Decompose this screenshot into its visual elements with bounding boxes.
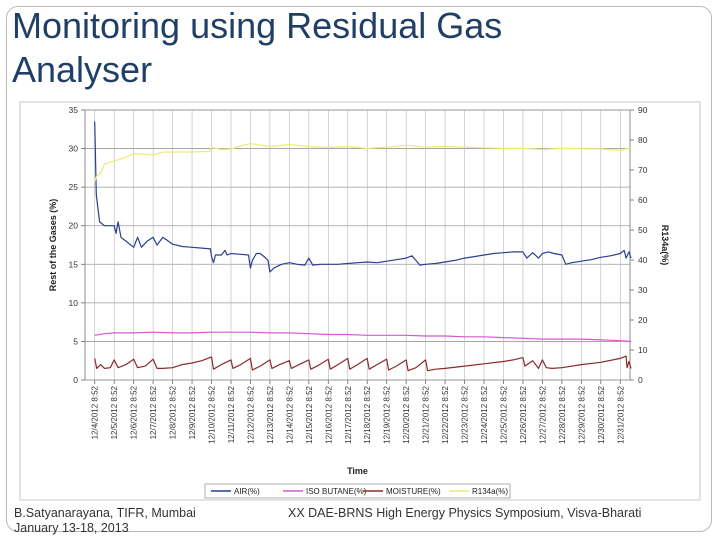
x-tick-label: 12/13/2012 8:52: [266, 385, 275, 443]
y2-axis-label: R134a(%): [660, 225, 670, 266]
y2-tick-label: 20: [638, 315, 648, 325]
series-line-moisture: [94, 355, 632, 372]
x-tick-label: 12/17/2012 8:52: [344, 385, 353, 443]
y2-tick-label: 30: [638, 285, 648, 295]
x-tick-label: 12/31/2012 8:52: [616, 385, 625, 443]
y2-tick-label: 90: [638, 105, 648, 115]
legend-entry: MOISTURE(%): [386, 487, 441, 496]
x-tick-label: 12/24/2012 8:52: [480, 385, 489, 443]
x-tick-label: 12/11/2012 8:52: [227, 385, 236, 443]
y-tick-label: 35: [69, 105, 79, 115]
x-tick-label: 12/18/2012 8:52: [363, 385, 372, 443]
series-line-iso-butane: [94, 331, 632, 342]
x-tick-label: 12/7/2012 8:52: [149, 385, 158, 439]
x-tick-label: 12/4/2012 8:52: [91, 385, 100, 439]
x-tick-label: 12/26/2012 8:52: [519, 385, 528, 443]
legend-entry: R134a(%): [472, 487, 508, 496]
x-tick-label: 12/15/2012 8:52: [305, 385, 314, 443]
x-tick-label: 12/19/2012 8:52: [383, 385, 392, 443]
y2-tick-label: 60: [638, 195, 648, 205]
y-tick-label: 30: [69, 144, 79, 154]
x-tick-label: 12/20/2012 8:52: [402, 385, 411, 443]
legend: [204, 483, 511, 499]
x-tick-label: 12/30/2012 8:52: [597, 385, 606, 443]
footer-author-line-2: January 13-18, 2013: [14, 521, 129, 535]
y-tick-label: 20: [69, 221, 79, 231]
y2-tick-label: 10: [638, 345, 648, 355]
x-tick-label: 12/5/2012 8:52: [110, 385, 119, 439]
footer-author: B.Satyanarayana, TIFR, Mumbai January 13…: [14, 506, 196, 536]
y2-tick-label: 70: [638, 165, 648, 175]
y-tick-label: 5: [73, 336, 78, 346]
x-tick-label: 12/29/2012 8:52: [577, 385, 586, 443]
y-axis-label: Rest of the Gases (%): [48, 199, 58, 292]
footer-author-line-1: B.Satyanarayana, TIFR, Mumbai: [14, 506, 196, 520]
x-tick-label: 12/25/2012 8:52: [499, 385, 508, 443]
x-tick-label: 12/8/2012 8:52: [169, 385, 178, 439]
y2-tick-label: 50: [638, 225, 648, 235]
series-line-air: [94, 121, 632, 273]
legend-entry: AIR(%): [234, 487, 260, 496]
x-tick-label: 12/28/2012 8:52: [558, 385, 567, 443]
slide-frame: [6, 6, 712, 532]
x-tick-label: 12/10/2012 8:52: [208, 385, 217, 443]
y-tick-label: 10: [69, 298, 79, 308]
x-tick-label: 12/27/2012 8:52: [538, 385, 547, 443]
series-line-r134a: [94, 143, 632, 183]
x-tick-label: 12/21/2012 8:52: [422, 385, 431, 443]
legend-entry: ISO BUTANE(%): [306, 487, 367, 496]
y2-tick-label: 80: [638, 135, 648, 145]
y-tick-label: 15: [69, 259, 79, 269]
footer-conference: XX DAE-BRNS High Energy Physics Symposiu…: [288, 506, 642, 520]
x-tick-label: 12/23/2012 8:52: [461, 385, 470, 443]
x-tick-label: 12/22/2012 8:52: [441, 385, 450, 443]
x-tick-label: 12/14/2012 8:52: [285, 385, 294, 443]
y2-tick-label: 0: [638, 375, 643, 385]
x-tick-label: 12/9/2012 8:52: [188, 385, 197, 439]
y-tick-label: 0: [73, 375, 78, 385]
y-tick-label: 25: [69, 182, 79, 192]
x-tick-label: 12/16/2012 8:52: [324, 385, 333, 443]
slide-title-line-2: Analyser: [12, 49, 153, 90]
x-tick-label: 12/12/2012 8:52: [246, 385, 255, 443]
slide-title-line-1: Monitoring using Residual Gas: [12, 5, 503, 46]
y2-tick-label: 40: [638, 255, 648, 265]
slide-title: Monitoring using Residual Gas Analyser: [12, 4, 612, 92]
x-tick-label: 12/6/2012 8:52: [130, 385, 139, 439]
x-axis-label: Time: [347, 466, 368, 476]
